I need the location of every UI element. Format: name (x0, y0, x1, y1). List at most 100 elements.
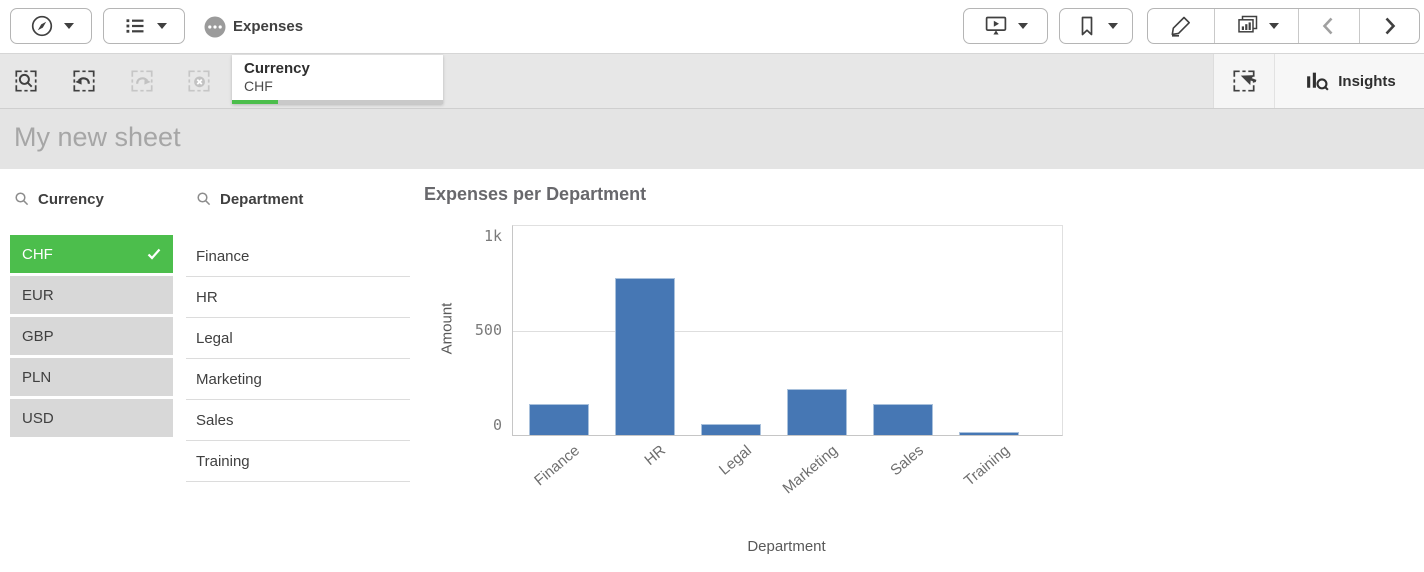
department-item[interactable]: Legal (186, 318, 410, 359)
x-axis-label: HR (641, 442, 669, 469)
insight-advisor-icon (1307, 72, 1329, 91)
lasso-select-icon (1233, 70, 1257, 92)
department-item-label: Training (196, 452, 250, 470)
bar-marketing[interactable] (787, 389, 847, 435)
department-title: Department (220, 190, 304, 208)
compass-icon (31, 15, 52, 37)
bookmark-icon (1081, 16, 1092, 36)
global-menu-button[interactable] (204, 16, 226, 38)
sheets-button[interactable] (1214, 9, 1298, 43)
step-back-button[interactable] (70, 67, 98, 95)
gridline (513, 330, 1062, 332)
department-item[interactable]: HR (186, 277, 410, 318)
currency-item[interactable]: CHF (10, 235, 173, 273)
caret-down-icon (1268, 23, 1279, 29)
check-icon (147, 248, 161, 260)
smart-search-button[interactable] (12, 67, 40, 95)
step-back-icon (73, 70, 95, 92)
storytelling-icon (985, 16, 1007, 35)
clear-selections-icon (188, 70, 210, 92)
edit-sheet-button[interactable] (1148, 9, 1214, 43)
sheet-title: My new sheet (14, 122, 181, 152)
caret-down-icon (1107, 23, 1118, 29)
x-axis-label: Sales (887, 442, 927, 480)
current-selection-chip[interactable]: Currency CHF (232, 55, 443, 104)
storytelling-button[interactable] (963, 8, 1048, 44)
bar-finance[interactable] (529, 404, 589, 435)
currency-item-label: GBP (22, 327, 54, 345)
x-axis-label: Training (960, 442, 1013, 490)
sheet-title-bar: My new sheet (0, 109, 1424, 169)
currency-item-label: CHF (22, 245, 53, 263)
clear-all-selections-button[interactable] (185, 67, 213, 95)
plot-area (512, 225, 1063, 436)
bar-legal[interactable] (701, 424, 761, 435)
expenses-bar-chart[interactable]: Expenses per Department Amount Departmen… (424, 180, 1084, 572)
step-forward-icon (131, 70, 153, 92)
caret-down-icon (63, 23, 74, 29)
department-item[interactable]: Training (186, 441, 410, 482)
insights-button[interactable]: Insights (1274, 54, 1424, 108)
currency-item[interactable]: EUR (10, 276, 173, 314)
y-tick-label: 1k (483, 227, 502, 245)
currency-item[interactable]: USD (10, 399, 173, 437)
department-header: Department (186, 188, 410, 210)
x-axis-label: Finance (531, 442, 583, 490)
department-items: Finance HR Legal Marketing Sales Training (186, 236, 410, 482)
app-title: Expenses (233, 18, 304, 35)
lasso-select-button[interactable] (1213, 54, 1274, 108)
bar-training[interactable] (959, 432, 1019, 435)
step-forward-button[interactable] (128, 67, 156, 95)
ellipsis-icon (204, 16, 226, 38)
currency-title: Currency (38, 190, 104, 208)
app-overview-icon (126, 19, 143, 33)
currency-item-label: PLN (22, 368, 52, 386)
chevron-right-icon (1385, 17, 1396, 35)
selection-field-label: Currency (244, 60, 310, 77)
bar-sales[interactable] (873, 404, 933, 435)
selection-value-label: CHF (244, 78, 273, 94)
selection-progress-bar (232, 100, 279, 104)
department-item-label: HR (196, 288, 218, 306)
insights-label: Insights (1338, 72, 1396, 90)
pencil-icon (1171, 16, 1191, 37)
navigation-menu-button[interactable] (10, 8, 92, 44)
currency-item-label: EUR (22, 286, 54, 304)
y-tick-label: 0 (492, 416, 502, 434)
currency-header: Currency (10, 188, 173, 210)
smart-search-icon (15, 70, 37, 92)
bookmarks-button[interactable] (1059, 8, 1133, 44)
department-item[interactable]: Marketing (186, 359, 410, 400)
currency-item[interactable]: PLN (10, 358, 173, 396)
x-axis-label: Marketing (779, 442, 841, 498)
currency-filter-pane: Currency CHF EUR GBP PLN USD (10, 188, 173, 440)
search-icon[interactable] (196, 191, 212, 207)
caret-down-icon (156, 23, 167, 29)
department-filter-pane: Department Finance HR Legal Marketing Sales T… (186, 188, 410, 482)
chart-title: Expenses per Department (424, 184, 647, 204)
app-overview-button[interactable] (103, 8, 185, 44)
department-item-label: Legal (196, 329, 233, 347)
search-icon[interactable] (14, 191, 30, 207)
currency-items: CHF EUR GBP PLN USD (10, 235, 173, 437)
y-tick-label: 500 (474, 320, 502, 339)
sheets-icon (1238, 15, 1258, 33)
previous-sheet-button[interactable] (1298, 9, 1358, 43)
department-item-label: Finance (196, 247, 250, 265)
x-axis-title: Department (747, 538, 826, 555)
bar-hr[interactable] (615, 278, 675, 435)
currency-item-label: USD (22, 409, 54, 427)
x-axis-label: Legal (715, 442, 755, 479)
selections-bar: Currency CHF Insights (0, 54, 1424, 109)
top-toolbar: Expenses (0, 0, 1424, 54)
selection-progress-track (232, 100, 443, 104)
department-item-label: Sales (196, 411, 234, 429)
department-item[interactable]: Sales (186, 400, 410, 441)
caret-down-icon (1018, 23, 1028, 29)
sheet-controls-group (1147, 8, 1420, 44)
next-sheet-button[interactable] (1358, 9, 1419, 43)
department-item[interactable]: Finance (186, 236, 410, 277)
currency-item[interactable]: GBP (10, 317, 173, 355)
department-item-label: Marketing (196, 370, 262, 388)
